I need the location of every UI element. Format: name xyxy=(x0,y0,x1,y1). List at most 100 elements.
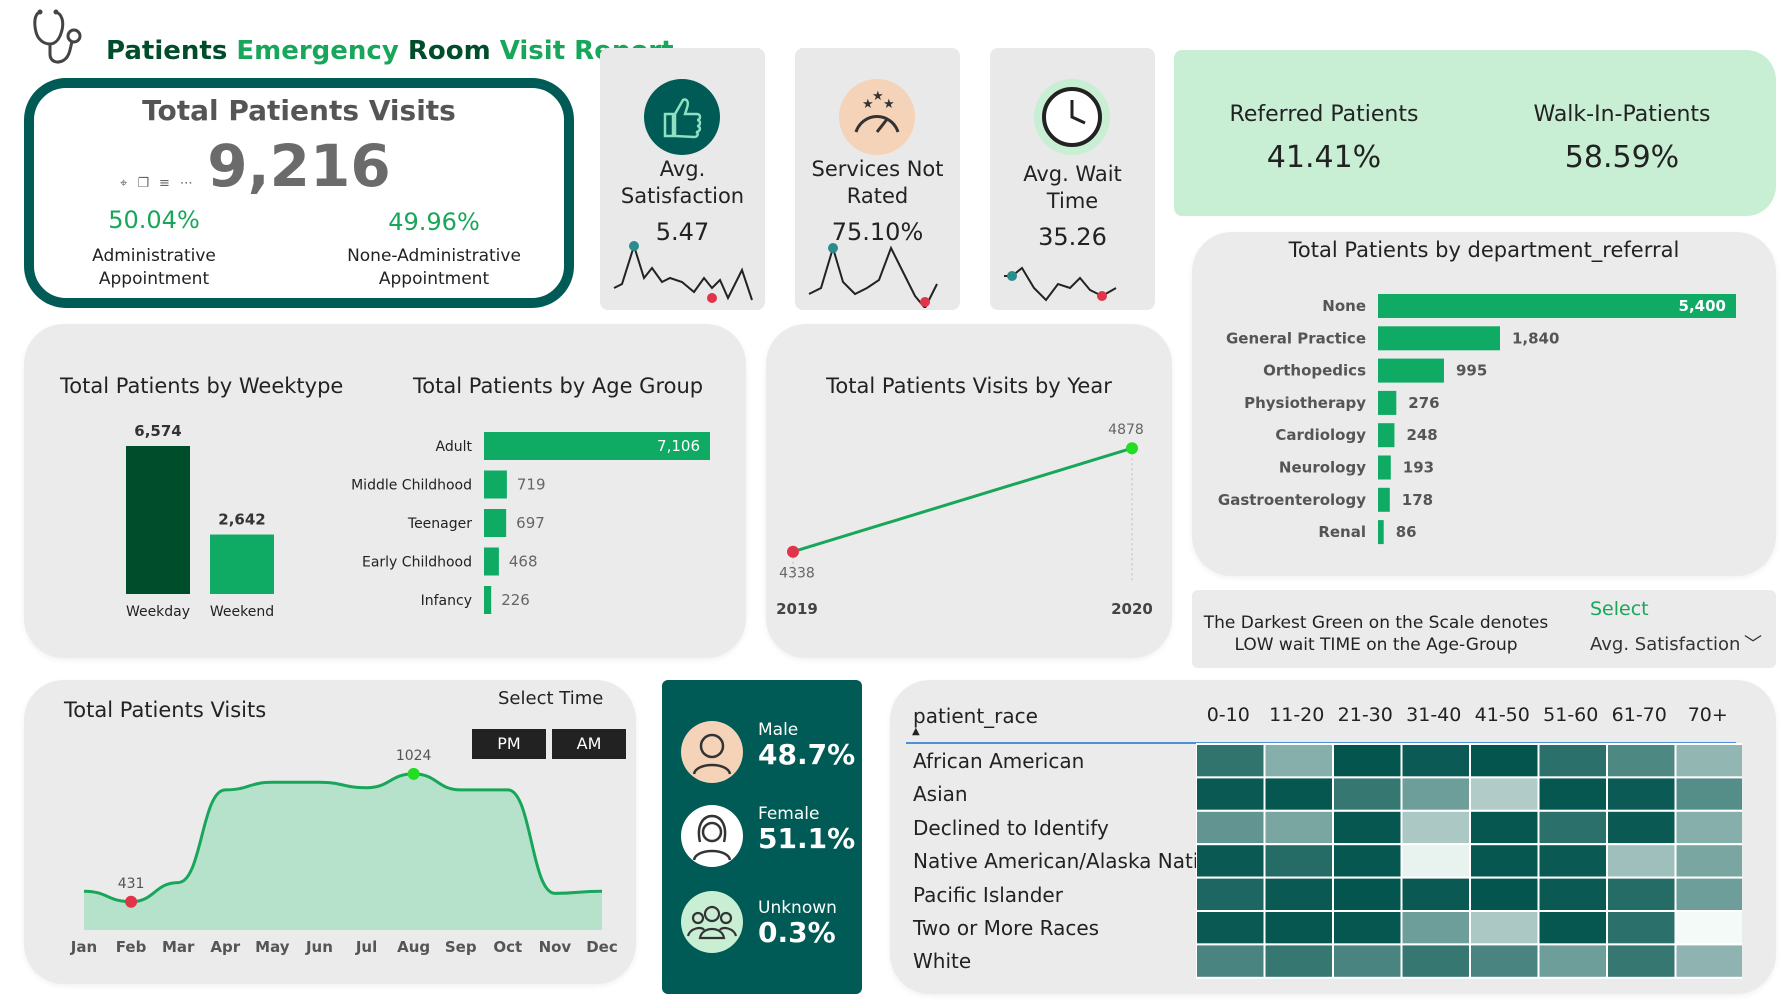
walkin-label: Walk-In-Patients xyxy=(1533,102,1711,127)
monthly-axis-label-8: Sep xyxy=(445,938,477,956)
heatmap-cell-6-4 xyxy=(1469,943,1540,979)
monthly-max-point xyxy=(407,767,420,780)
heatmap-cell-3-7 xyxy=(1674,843,1742,879)
heatmap-column-label-3: 31-40 xyxy=(1406,704,1461,726)
department-category-label-3: Physiotherapy xyxy=(1244,394,1366,412)
monthly-axis-label-3: Apr xyxy=(210,938,240,956)
not-rated-card: ★ ★ ★ Services Not Rated 75.10% xyxy=(795,48,960,310)
department-bar-0 xyxy=(1378,294,1736,318)
department-value-label-1: 1,840 xyxy=(1512,329,1559,347)
heatmap-cell-4-4 xyxy=(1469,876,1540,913)
year-point-0 xyxy=(787,545,799,558)
monthly-axis-label-5: Jun xyxy=(305,938,333,956)
filter-icon[interactable]: ≡ xyxy=(158,176,180,191)
monthly-min-label: 431 xyxy=(118,876,145,892)
total-visits-value: 9,216 xyxy=(207,132,391,200)
male-icon xyxy=(681,721,743,783)
heatmap-cell-6-1 xyxy=(1263,943,1334,979)
female-value: 51.1% xyxy=(758,822,856,855)
department-category-label-7: Renal xyxy=(1318,523,1366,541)
weektype-value-label-1: 2,642 xyxy=(218,511,265,529)
heatmap-cell-0-3 xyxy=(1400,743,1471,779)
year-axis-label-0: 2019 xyxy=(776,600,818,618)
department-bar-2 xyxy=(1378,358,1444,383)
heatmap-cell-3-3 xyxy=(1400,843,1471,879)
heatmap-cell-6-6 xyxy=(1606,943,1677,979)
department-bar-3 xyxy=(1378,390,1397,415)
department-chart-card xyxy=(1192,232,1776,576)
sort-arrow-icon[interactable]: ▲ xyxy=(912,726,920,737)
satisfaction-card: Avg. Satisfaction 5.47 xyxy=(600,48,765,310)
monthly-area-fill xyxy=(84,773,602,930)
heatmap-cell-4-3 xyxy=(1400,876,1471,913)
age-value-label-2: 697 xyxy=(516,514,545,532)
referral-split-card: Referred Patients 41.41% Walk-In-Patient… xyxy=(1174,50,1776,216)
heatmap-cell-1-0 xyxy=(1196,776,1266,812)
department-value-label-3: 276 xyxy=(1408,394,1439,412)
year-value-label-0: 4338 xyxy=(779,566,815,582)
heatmap-cell-2-6 xyxy=(1606,809,1677,846)
svg-text:★: ★ xyxy=(862,97,874,112)
metric-select[interactable]: Avg. Satisfaction ﹀ xyxy=(1584,626,1768,664)
nonadmin-label: None-Administrative Appointment xyxy=(347,246,521,289)
female-icon xyxy=(681,805,743,867)
weektype-category-label-0: Weekday xyxy=(126,604,190,620)
age-category-label-2: Teenager xyxy=(407,516,472,532)
heatmap-column-label-4: 41-50 xyxy=(1475,704,1530,726)
heatmap-cell-0-6 xyxy=(1606,743,1677,779)
department-bar-5 xyxy=(1378,455,1391,480)
heatmap-cell-2-3 xyxy=(1400,809,1471,846)
satisfaction-sparkline xyxy=(613,241,753,303)
heatmap-cell-1-1 xyxy=(1263,776,1334,812)
heatmap-row-label-4: Pacific Islander xyxy=(913,882,1063,907)
walkin-value: 58.59% xyxy=(1564,140,1680,175)
heatmap-cell-3-0 xyxy=(1196,843,1266,879)
monthly-chart: 431 1024 Jan Feb Mar Apr May Jun Jul Aug Sep Oct Nov… xyxy=(70,748,618,956)
monthly-series-line xyxy=(83,772,603,904)
monthly-max-label: 1024 xyxy=(396,748,432,764)
female-label: Female xyxy=(758,804,820,824)
pin-icon[interactable]: ⌖ xyxy=(120,176,138,191)
not-rated-label: Services Not Rated xyxy=(811,157,944,208)
copy-icon[interactable]: ❐ xyxy=(137,176,159,191)
wait-time-value: 35.26 xyxy=(1038,223,1107,251)
total-visits-title: Total Patients Visits xyxy=(142,94,456,127)
heatmap-cell-0-0 xyxy=(1196,743,1266,779)
heatmap-cell-6-3 xyxy=(1400,943,1471,979)
year-chart-title: Total Patients Visits by Year xyxy=(826,374,1112,398)
department-bar-6 xyxy=(1378,487,1390,512)
clock-icon xyxy=(1034,79,1110,155)
department-bar-7 xyxy=(1378,520,1384,545)
department-bar-1 xyxy=(1378,326,1500,351)
heatmap-cell-1-5 xyxy=(1537,776,1608,812)
department-category-label-6: Gastroenterology xyxy=(1218,491,1366,509)
department-chart: None 5,400 General Practice 1,840 Orthopedic… xyxy=(1218,294,1736,545)
rating-gauge-icon: ★★★ xyxy=(839,79,915,155)
svg-text:★: ★ xyxy=(872,89,884,104)
heatmap-row-label-6: White xyxy=(913,949,972,974)
age-group-chart: Adult 7,106 Middle Childhood 719 Teenager 697… xyxy=(351,432,710,614)
more-options-icon[interactable]: ⋯ xyxy=(179,176,203,191)
heatmap-cell-3-1 xyxy=(1263,843,1334,879)
heatmap-grid: 0-10 11-20 21-30 31-40 41-50 51-60 61-70 70+ xyxy=(1196,704,1742,979)
weektype-bar-1 xyxy=(210,534,274,594)
unknown-label: Unknown xyxy=(758,898,837,918)
heatmap-cell-1-7 xyxy=(1674,776,1742,812)
satisfaction-label: Avg. Satisfaction xyxy=(620,157,745,208)
heatmap-cell-5-3 xyxy=(1400,910,1471,946)
heatmap-cell-2-2 xyxy=(1332,809,1403,846)
heatmap-cell-0-4 xyxy=(1469,743,1540,779)
year-chart-card xyxy=(766,324,1172,658)
heatmap-cell-3-2 xyxy=(1332,843,1403,879)
age-category-label-3: Early Childhood xyxy=(362,555,472,571)
admin-pct: 50.04% xyxy=(108,206,200,234)
age-category-label-0: Adult xyxy=(436,439,473,455)
year-chart: 4338 4878 2019 2020 xyxy=(776,422,1153,618)
heatmap-cell-5-0 xyxy=(1196,910,1266,946)
pm-button[interactable]: PM xyxy=(472,729,546,759)
wait-time-label: Avg. Wait Time xyxy=(1023,162,1122,213)
referred-value: 41.41% xyxy=(1266,140,1382,175)
page-title: Patients Emergency Room Visit Report xyxy=(106,36,674,66)
am-button[interactable]: AM xyxy=(552,729,626,759)
heatmap-cell-6-0 xyxy=(1196,943,1266,979)
